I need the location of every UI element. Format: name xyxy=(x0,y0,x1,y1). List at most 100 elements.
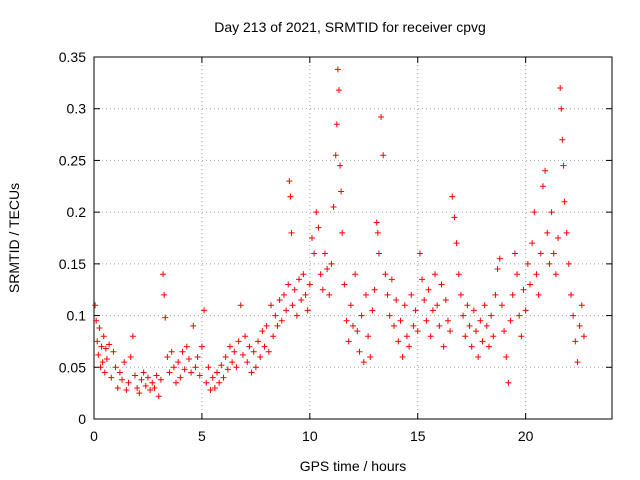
data-point xyxy=(580,333,587,340)
data-point xyxy=(537,250,544,257)
data-point xyxy=(507,317,514,324)
data-point xyxy=(263,322,270,329)
data-point xyxy=(179,348,186,355)
data-point xyxy=(496,255,503,262)
data-point xyxy=(477,317,484,324)
data-point xyxy=(267,302,274,309)
x-tick-label: 0 xyxy=(90,428,98,444)
data-point xyxy=(350,322,356,329)
data-point xyxy=(216,379,223,386)
data-point xyxy=(211,384,218,391)
data-point xyxy=(313,209,320,216)
data-point xyxy=(455,271,462,278)
data-point xyxy=(338,188,345,195)
data-point xyxy=(401,302,408,309)
data-point xyxy=(362,291,369,298)
data-point xyxy=(375,250,382,257)
data-point xyxy=(207,387,214,394)
data-point xyxy=(558,105,565,112)
data-point xyxy=(419,276,426,283)
data-point xyxy=(371,286,378,293)
data-point xyxy=(321,250,328,257)
data-point xyxy=(168,348,175,355)
data-point xyxy=(246,343,253,350)
data-point xyxy=(492,291,499,298)
data-point xyxy=(237,302,244,309)
data-point xyxy=(173,379,180,386)
data-point xyxy=(514,271,521,278)
data-point xyxy=(412,307,419,314)
data-point xyxy=(242,333,249,340)
data-point xyxy=(270,333,277,340)
data-point xyxy=(397,317,404,324)
data-point xyxy=(337,162,344,169)
data-point xyxy=(110,348,117,355)
data-point xyxy=(255,338,262,345)
data-point xyxy=(501,328,508,335)
data-point xyxy=(129,333,136,340)
data-point xyxy=(386,312,393,319)
data-point xyxy=(192,364,199,371)
data-point xyxy=(302,291,309,298)
data-point xyxy=(205,364,212,371)
data-point xyxy=(138,376,145,383)
data-point xyxy=(384,291,391,298)
data-point xyxy=(561,198,568,205)
data-point xyxy=(116,369,123,376)
data-point xyxy=(524,260,531,267)
data-point xyxy=(112,364,119,371)
data-point xyxy=(218,362,225,369)
data-point xyxy=(203,379,210,386)
data-point xyxy=(296,276,303,283)
data-point xyxy=(483,322,490,329)
data-point xyxy=(374,229,381,236)
data-point xyxy=(373,219,380,226)
data-point xyxy=(93,317,100,324)
data-point xyxy=(339,229,346,236)
data-point xyxy=(572,338,579,345)
chart-title: Day 213 of 2021, SRMTID for receiver cpv… xyxy=(214,19,486,35)
data-point xyxy=(565,260,572,267)
data-point xyxy=(257,353,264,360)
data-point xyxy=(103,356,110,363)
data-point xyxy=(544,229,551,236)
data-point xyxy=(432,271,439,278)
data-point xyxy=(272,312,279,319)
data-point xyxy=(509,291,516,298)
data-point xyxy=(155,393,162,400)
data-point xyxy=(425,286,432,293)
data-point xyxy=(162,314,169,321)
data-point xyxy=(291,286,298,293)
data-point xyxy=(283,307,290,314)
data-point xyxy=(557,85,564,92)
x-tick-label: 15 xyxy=(410,428,426,444)
data-point xyxy=(526,281,533,288)
data-point xyxy=(447,328,454,335)
data-point xyxy=(444,317,451,324)
data-point xyxy=(451,214,458,221)
data-point xyxy=(388,276,395,283)
data-point xyxy=(552,271,559,278)
data-point xyxy=(140,369,147,376)
data-point xyxy=(306,281,313,288)
data-point xyxy=(278,317,285,324)
data-point xyxy=(535,291,542,298)
data-point xyxy=(220,374,227,381)
data-point xyxy=(311,250,318,257)
data-point xyxy=(308,235,315,241)
data-point xyxy=(464,302,471,309)
data-point xyxy=(369,307,376,314)
data-point xyxy=(134,384,141,391)
data-point xyxy=(198,343,205,350)
data-point xyxy=(462,333,469,340)
data-point xyxy=(161,291,168,298)
data-point xyxy=(442,297,449,304)
data-point xyxy=(274,322,281,329)
data-point xyxy=(324,266,331,273)
y-tick-label: 0.25 xyxy=(59,152,86,168)
data-point xyxy=(226,343,233,350)
data-point xyxy=(391,322,398,329)
data-point xyxy=(170,364,177,371)
data-points xyxy=(92,66,587,400)
data-point xyxy=(365,333,372,340)
